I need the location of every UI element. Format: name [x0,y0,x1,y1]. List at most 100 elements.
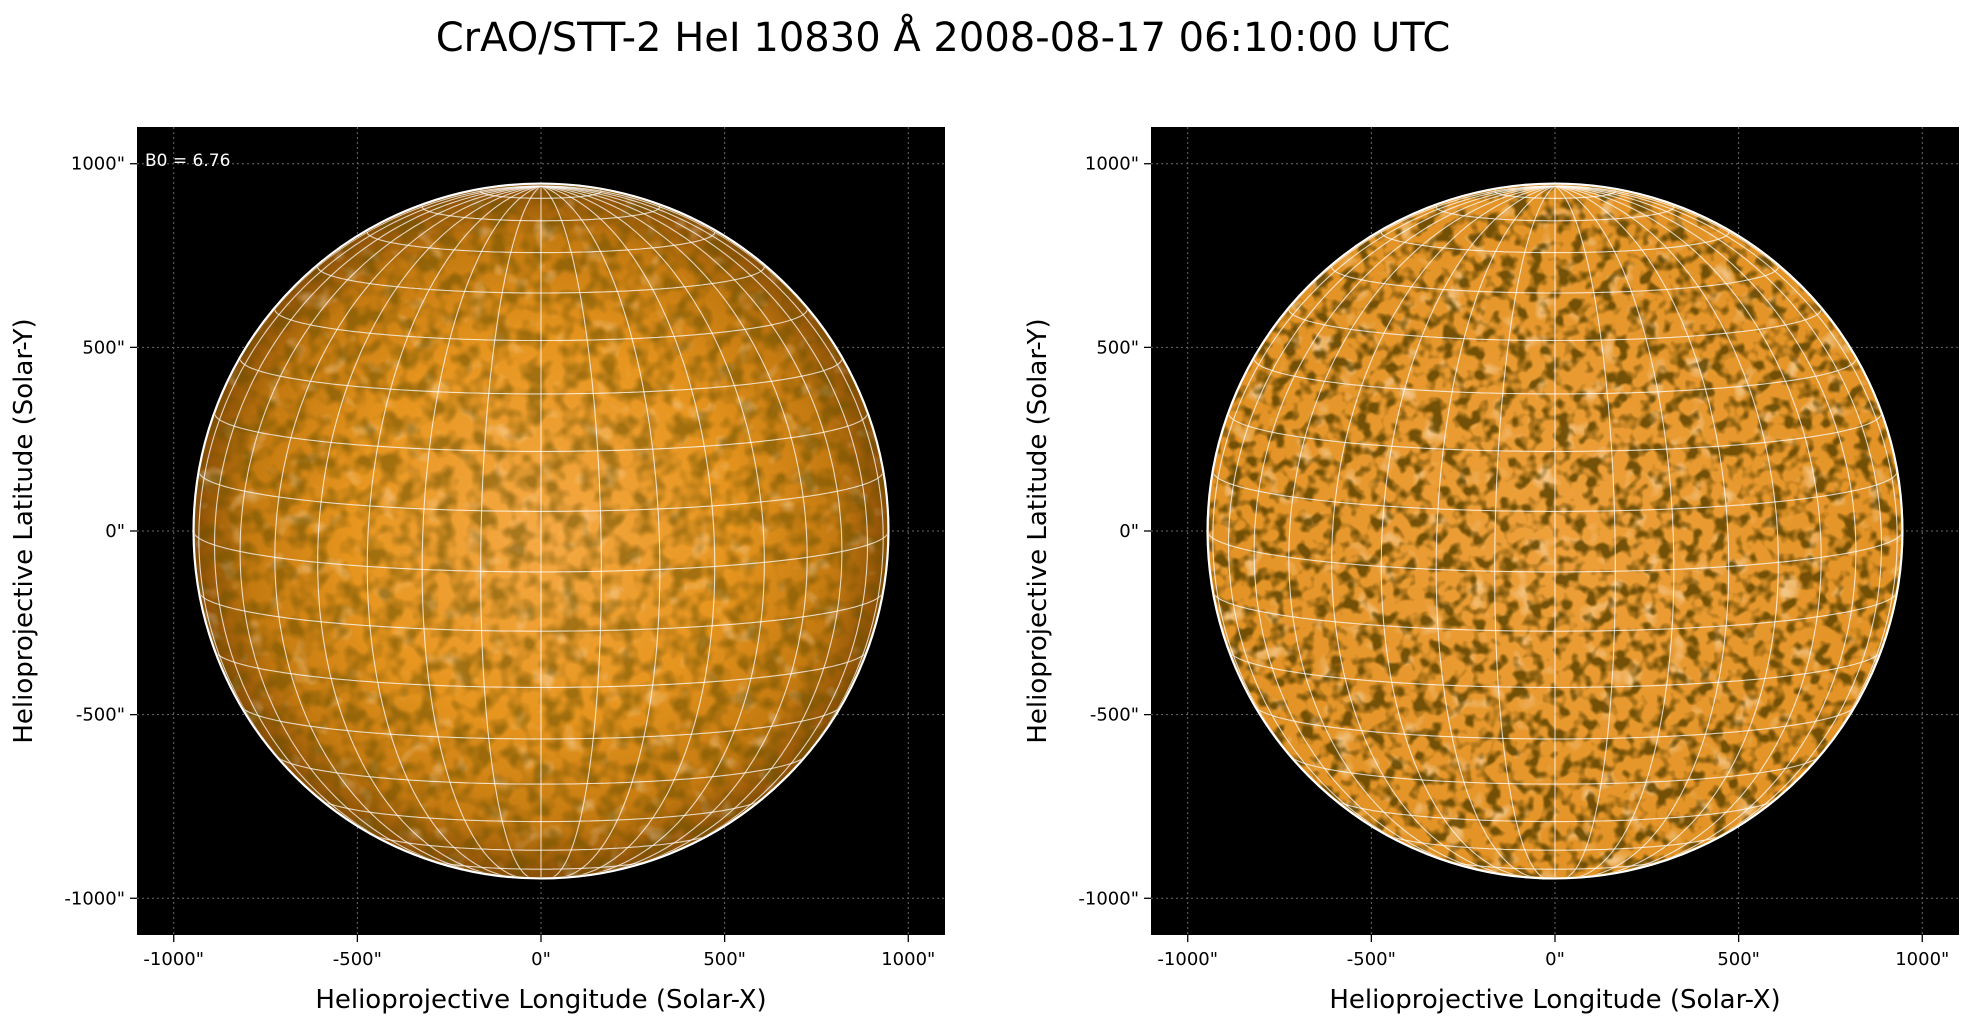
meridian-line [1554,185,1822,876]
x-tick-label: -1000" [143,949,204,970]
meridian-line [540,185,843,872]
x-tick-label: -500" [1347,949,1396,970]
meridian-line [1554,185,1857,872]
x-tick-label: 1000" [1895,949,1949,970]
parallel-line [240,705,842,740]
parallel-line [320,798,762,823]
parallel-line [317,262,765,294]
meridian-line [540,185,716,877]
y-tick-label: 1000" [1085,154,1139,175]
limb-circle [1206,182,1904,880]
y-tick-label: 500" [1096,337,1139,358]
x-tick-label: 0" [1545,949,1565,970]
meridian-line [541,185,887,531]
y-tick-label: 1000" [71,154,125,175]
y-tick-label: -1000" [64,888,125,909]
meridian-line [480,185,542,877]
meridian-line [540,185,869,861]
parallel-line [1288,306,1822,342]
meridian-line [540,185,602,877]
x-axis-label: Helioprojective Longitude (Solar-X) [315,985,766,1015]
solar-disk [193,183,889,879]
parallel-line [1253,356,1857,395]
parallel-line [239,356,843,395]
parallel-line [1334,798,1776,823]
coordinate-grid [137,127,945,935]
parallel-line [480,185,602,199]
x-tick-label: 1000" [881,949,935,970]
parallel-line [1435,201,1675,222]
parallel-line [213,411,869,452]
y-axis-label: Helioprojective Latitude (Solar-Y) [1023,318,1053,743]
y-tick-label: 0" [105,521,125,542]
y-axis-label: Helioprojective Latitude (Solar-Y) [9,318,39,743]
parallel-line [366,227,716,254]
parallel-line [274,306,808,342]
x-tick-label: -1000" [1157,949,1218,970]
parallel-line [429,859,653,870]
meridian-line [1253,185,1556,872]
parallel-line [275,755,807,785]
axes-background [137,127,945,935]
meridian-line [1227,185,1556,861]
meridian-line [421,185,542,877]
disk-texture [195,185,887,877]
meridian-line [1554,185,1883,861]
meridian-line [1554,185,1730,877]
parallel-line [421,201,661,222]
limb-circle [192,182,890,880]
meridian-line [239,185,542,872]
meridian-line [317,185,542,877]
x-tick-label: -500" [333,949,382,970]
parallel-line [370,833,712,851]
meridian-line [198,185,542,819]
parallel-line [198,592,884,632]
meridian-line [540,185,808,876]
meridian-line [274,185,542,876]
parallel-line [1494,185,1616,199]
b0-annotation: B0 = 6.76 [145,151,230,171]
parallel-line [1289,755,1821,785]
parallel-line [1380,227,1730,254]
meridian-line [1555,185,1901,531]
bright-network [195,185,887,877]
meridian-line [1554,185,1779,877]
x-tick-label: 500" [1717,949,1760,970]
parallel-line [1254,705,1856,740]
dark-filaments [1209,185,1901,877]
meridian-line [1554,185,1616,877]
meridian-line [366,185,542,877]
y-tick-label: -1000" [1078,888,1139,909]
y-tick-label: 0" [1119,521,1139,542]
y-tick-label: -500" [76,705,125,726]
bright-network [1209,185,1901,877]
parallel-line [1443,859,1667,870]
parallel-line [195,531,887,573]
heliographic-grid [195,185,887,877]
meridian-line [1494,185,1556,877]
parallel-line [1384,833,1726,851]
x-tick-label: 0" [531,949,551,970]
meridian-line [1380,185,1556,877]
meridian-line [1331,185,1556,877]
meridian-line [1209,185,1555,531]
parallel-line [1209,531,1901,573]
meridian-line [1554,185,1675,877]
meridian-line [540,185,661,877]
coordinate-grid [1151,127,1959,935]
x-tick-label: 500" [703,949,746,970]
meridian-line [540,185,765,877]
parallel-line [1331,262,1779,294]
meridian-line [1554,185,1898,819]
parallel-line [1212,592,1898,632]
parallel-line [1510,875,1600,877]
parallel-line [1228,650,1882,688]
heliographic-grid [1209,185,1901,877]
meridian-line [195,185,541,531]
axes-background [1151,127,1959,935]
figure-title: CrAO/STT-2 HeI 10830 Å 2008-08-17 06:10:… [435,15,1451,61]
parallel-line [1227,411,1883,452]
solar-disk [1207,183,1903,879]
